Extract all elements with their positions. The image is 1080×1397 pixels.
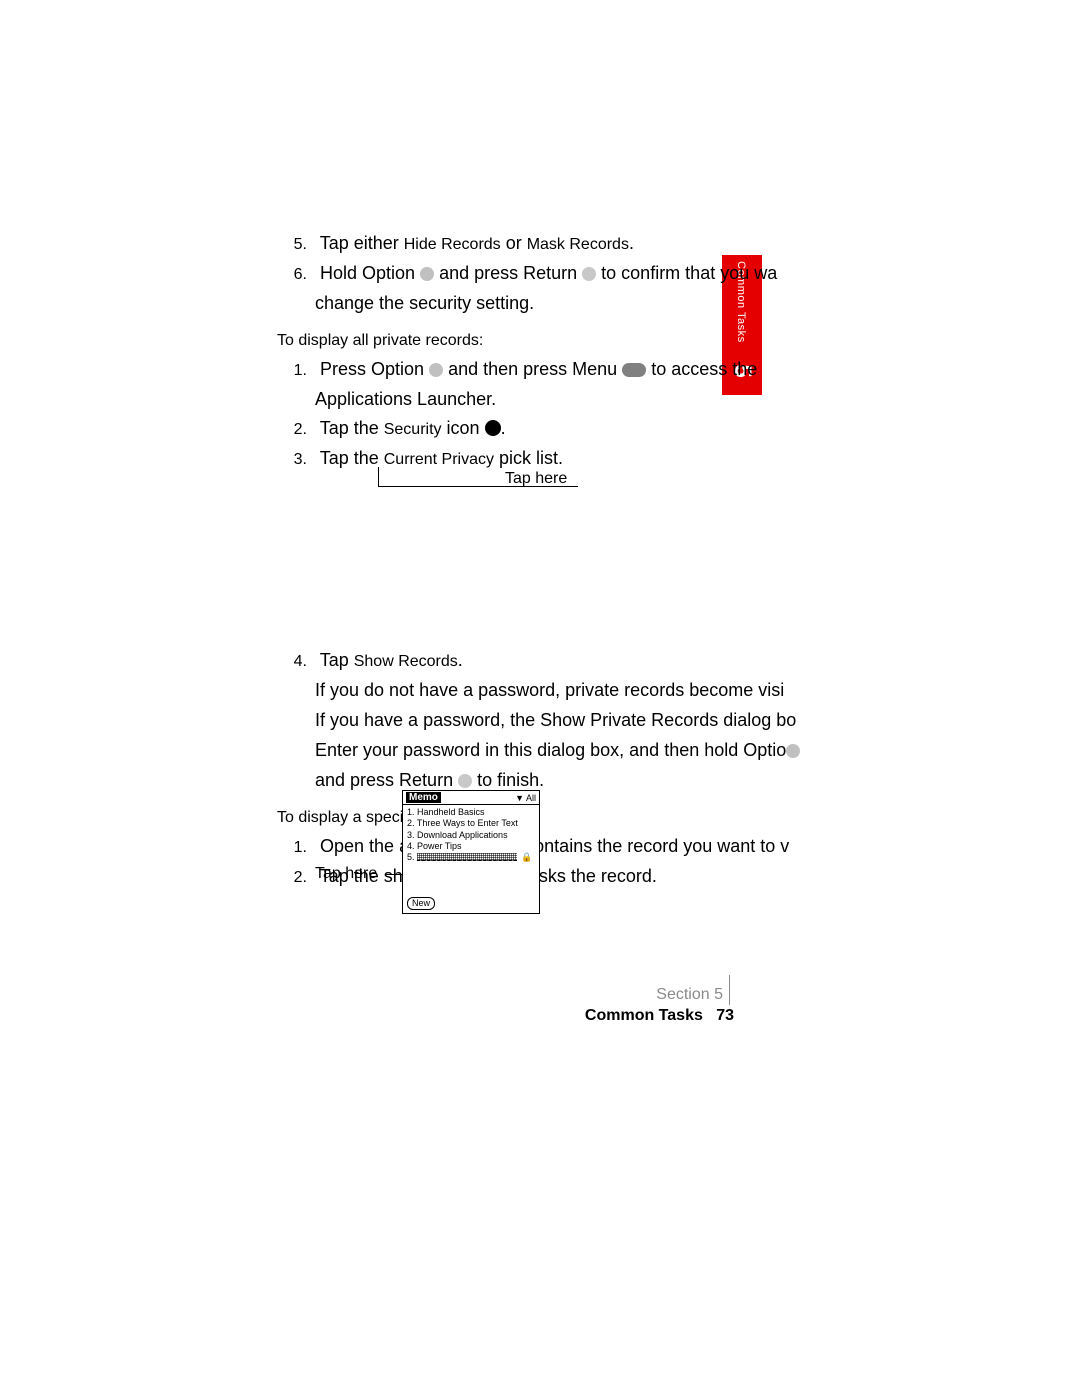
- show-records-label: Show Records: [354, 653, 458, 670]
- memo-body: 1. Handheld Basics 2. Three Ways to Ente…: [403, 805, 539, 913]
- masked-record-bar[interactable]: [417, 853, 517, 861]
- memo-row[interactable]: 3. Download Applications: [407, 830, 535, 841]
- step-text: and then press Menu: [443, 359, 622, 379]
- step-6: 6. Hold Option and press Return to confi…: [283, 260, 983, 288]
- body-text: If you do not have a password, private r…: [315, 680, 784, 700]
- heading-display-specific: To display a specific masked record:: [277, 809, 983, 827]
- step-text: Tap: [320, 650, 354, 670]
- step-number: 1.: [283, 836, 307, 861]
- step-text: Tap either: [320, 233, 404, 253]
- memo-titlebar: Memo ▼ All: [403, 791, 539, 805]
- footer-divider: [729, 975, 730, 1005]
- footer-page: 73: [716, 1007, 734, 1024]
- step-5: 5. Tap either Hide Records or Mask Recor…: [283, 230, 983, 258]
- option-mask-records: Mask Records: [527, 236, 629, 253]
- body-para: If you have a password, the Show Private…: [283, 707, 983, 735]
- body-text: If you have a password, the Show Private…: [315, 710, 796, 730]
- body-para: If you do not have a password, private r…: [283, 677, 983, 705]
- footer-section: Section 5: [656, 986, 723, 1003]
- memo-row[interactable]: 2. Three Ways to Enter Text: [407, 818, 535, 829]
- memo-category-dropdown[interactable]: ▼ All: [515, 793, 536, 803]
- step-number: 4.: [283, 650, 307, 675]
- step-text: Press Option: [320, 359, 429, 379]
- step-number: 5.: [283, 233, 307, 258]
- return-key-icon: [582, 267, 596, 281]
- memo-row[interactable]: 4. Power Tips: [407, 841, 535, 852]
- list-a-step-2: 2. Tap the Security icon .: [283, 415, 983, 443]
- memo-new-button[interactable]: New: [407, 897, 435, 910]
- memo-title: Memo: [406, 792, 441, 803]
- step-text: icon: [442, 418, 485, 438]
- step-6-cont: change the security setting.: [283, 290, 983, 318]
- step-number: 3.: [283, 448, 307, 473]
- step-text: or: [501, 233, 527, 253]
- step-text: Tap the: [320, 448, 384, 468]
- memo-window: Memo ▼ All 1. Handheld Basics 2. Three W…: [402, 790, 540, 914]
- memo-row-number: 5.: [407, 852, 415, 862]
- current-privacy-label: Current Privacy: [384, 451, 494, 468]
- list-b-step-1: 1. Open the application that contains th…: [283, 833, 983, 861]
- step-text: Tap the: [320, 418, 384, 438]
- step-number: 2.: [283, 866, 307, 891]
- footer-title: Common Tasks: [585, 1007, 703, 1024]
- step-text: pick list.: [494, 448, 563, 468]
- step-text: .: [629, 233, 634, 253]
- step-text: Open the application that contains the r…: [320, 836, 789, 856]
- lock-icon: 🔒: [521, 852, 532, 863]
- step-text: .: [458, 650, 463, 670]
- list-a-step-1: 1. Press Option and then press Menu to a…: [283, 356, 983, 384]
- body-text: Enter your password in this dialog box, …: [315, 740, 786, 760]
- list-b-step-2: 2. Tap the shaded bar that masks the rec…: [283, 863, 983, 891]
- step-number: 6.: [283, 263, 307, 288]
- step-number: 2.: [283, 418, 307, 443]
- step-text: change the security setting.: [315, 293, 534, 313]
- security-icon: [485, 420, 501, 436]
- option-key-icon: [429, 363, 443, 377]
- step-text: Applications Launcher.: [315, 389, 496, 409]
- heading-display-all: To display all private records:: [277, 332, 983, 350]
- page-footer: Section 5 Common Tasks 73: [585, 975, 734, 1025]
- step-number: 1.: [283, 359, 307, 384]
- list-a-step-4: 4. Tap Show Records.: [283, 647, 983, 675]
- step-text: to confirm that you wa: [596, 263, 777, 283]
- callout-tap-here-2: Tap here: [315, 865, 377, 883]
- option-key-icon: [420, 267, 434, 281]
- body-text: to finish.: [472, 770, 544, 790]
- menu-key-icon: [622, 363, 646, 377]
- list-a-step-1-cont: Applications Launcher.: [283, 386, 983, 414]
- step-text: to access the: [646, 359, 757, 379]
- step-text: Hold Option: [320, 263, 420, 283]
- security-label: Security: [384, 421, 442, 438]
- body-para: Enter your password in this dialog box, …: [283, 737, 983, 765]
- memo-row-masked[interactable]: 5. 🔒: [407, 852, 535, 863]
- memo-row[interactable]: 1. Handheld Basics: [407, 807, 535, 818]
- body-para: and press Return to finish.: [283, 767, 983, 795]
- step-text: .: [501, 418, 506, 438]
- step-text: and press Return: [434, 263, 582, 283]
- page-content: 5. Tap either Hide Records or Mask Recor…: [283, 230, 983, 892]
- return-key-icon: [458, 774, 472, 788]
- figure-placeholder-1: [283, 475, 983, 647]
- body-text: and press Return: [315, 770, 458, 790]
- option-key-icon: [786, 744, 800, 758]
- callout-tap-here: Tap here: [505, 470, 567, 488]
- option-hide-records: Hide Records: [404, 236, 501, 253]
